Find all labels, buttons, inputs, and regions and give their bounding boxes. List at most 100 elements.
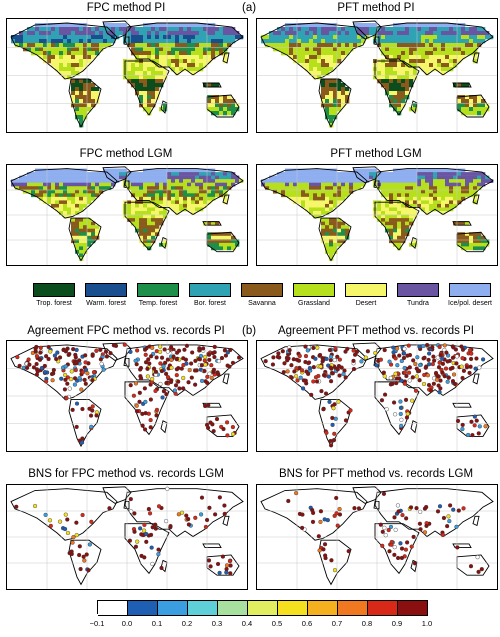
vegetation-cell xyxy=(143,242,148,247)
vegetation-cell xyxy=(285,172,290,176)
vegetation-cell xyxy=(445,175,450,180)
record-site-marker xyxy=(80,370,86,375)
vegetation-cell xyxy=(309,175,314,180)
vegetation-cell xyxy=(285,179,290,183)
vegetation-cell xyxy=(441,43,446,48)
record-site-marker xyxy=(122,342,127,347)
vegetation-cell xyxy=(341,172,346,176)
vegetation-cell xyxy=(87,228,92,233)
vegetation-cell xyxy=(163,179,168,183)
vegetation-cell xyxy=(345,87,350,92)
vegetation-cell xyxy=(413,186,418,191)
record-site-marker xyxy=(165,375,171,380)
record-site-marker xyxy=(189,375,194,380)
vegetation-cell xyxy=(325,79,330,84)
coastline-eurasia xyxy=(125,23,243,75)
record-site-marker xyxy=(83,360,88,365)
vegetation-cell xyxy=(75,35,80,40)
vegetation-cell xyxy=(163,200,168,205)
vegetation-cell xyxy=(91,179,96,183)
vegetation-cell xyxy=(441,67,446,72)
vegetation-cell xyxy=(63,75,68,80)
record-site-marker xyxy=(217,495,222,500)
vegetation-cell xyxy=(269,35,274,40)
vegetation-cell xyxy=(151,71,156,76)
vegetation-cell xyxy=(481,35,486,40)
vegetation-cell xyxy=(51,35,56,40)
vegetation-cell xyxy=(329,79,334,84)
vegetation-cell xyxy=(305,47,310,52)
vegetation-cell xyxy=(143,103,148,108)
vegetation-cell xyxy=(325,43,330,48)
vegetation-cell xyxy=(465,103,470,108)
vegetation-cell xyxy=(191,71,196,76)
vegetation-cell xyxy=(469,175,474,180)
vegetation-cell xyxy=(445,51,450,56)
colorbar-tick-label: 1.0 xyxy=(421,619,433,628)
map-title: Agreement PFT method vs. records PI xyxy=(277,325,474,337)
vegetation-cell xyxy=(215,189,220,194)
vegetation-cell xyxy=(87,232,92,237)
vegetation-cell xyxy=(393,107,398,112)
vegetation-cell xyxy=(131,31,136,36)
vegetation-cell xyxy=(385,221,390,226)
vegetation-cell xyxy=(151,228,156,233)
vegetation-cell xyxy=(333,200,338,205)
vegetation-cell xyxy=(203,55,208,60)
vegetation-cell xyxy=(187,207,192,212)
vegetation-cell xyxy=(63,31,68,36)
record-site-marker xyxy=(72,382,78,387)
vegetation-cell xyxy=(215,107,220,112)
record-site-marker xyxy=(146,506,151,512)
vegetation-cell xyxy=(321,79,326,84)
vegetation-cell xyxy=(385,175,390,180)
vegetation-cell xyxy=(445,27,450,32)
coastline-japan xyxy=(473,53,479,63)
vegetation-cell xyxy=(43,189,48,194)
vegetation-cell xyxy=(131,214,136,219)
vegetation-cell xyxy=(191,63,196,68)
vegetation-cell xyxy=(167,43,172,48)
vegetation-cell xyxy=(51,51,56,56)
record-site-marker xyxy=(415,355,420,360)
vegetation-cell xyxy=(187,203,192,208)
vegetation-cell xyxy=(397,71,402,76)
vegetation-cell xyxy=(159,71,164,76)
vegetation-cell xyxy=(115,31,120,36)
record-site-marker xyxy=(281,370,286,375)
vegetation-cell xyxy=(441,31,446,36)
vegetation-cell xyxy=(413,27,418,32)
vegetation-cell xyxy=(389,39,394,44)
vegetation-cell xyxy=(325,193,330,198)
record-site-marker xyxy=(285,369,290,374)
vegetation-cell xyxy=(219,111,224,116)
vegetation-cell xyxy=(83,31,88,36)
record-site-marker xyxy=(149,354,154,359)
vegetation-cell xyxy=(329,186,334,191)
vegetation-cell xyxy=(385,193,390,198)
vegetation-cell xyxy=(389,67,394,72)
vegetation-cell xyxy=(329,172,334,176)
vegetation-cell xyxy=(389,196,394,201)
vegetation-cell xyxy=(143,55,148,60)
vegetation-cell xyxy=(449,55,454,60)
vegetation-cell xyxy=(321,235,326,240)
vegetation-cell xyxy=(401,91,406,96)
vegetation-cell xyxy=(151,99,156,104)
vegetation-cell xyxy=(317,186,322,191)
vegetation-cell xyxy=(457,235,462,240)
vegetation-cell xyxy=(393,207,398,212)
vegetation-cell xyxy=(183,203,188,208)
vegetation-cell xyxy=(183,196,188,201)
vegetation-cell xyxy=(381,207,386,212)
vegetation-cell xyxy=(179,175,184,180)
record-site-marker xyxy=(472,423,477,428)
vegetation-cell xyxy=(159,67,164,72)
vegetation-cell xyxy=(71,95,76,100)
vegetation-cell xyxy=(293,55,298,60)
vegetation-cell xyxy=(59,47,64,52)
vegetation-cell xyxy=(325,235,330,240)
vegetation-cell xyxy=(289,175,294,180)
coastline-north-america xyxy=(261,489,367,541)
vegetation-cell xyxy=(191,47,196,52)
